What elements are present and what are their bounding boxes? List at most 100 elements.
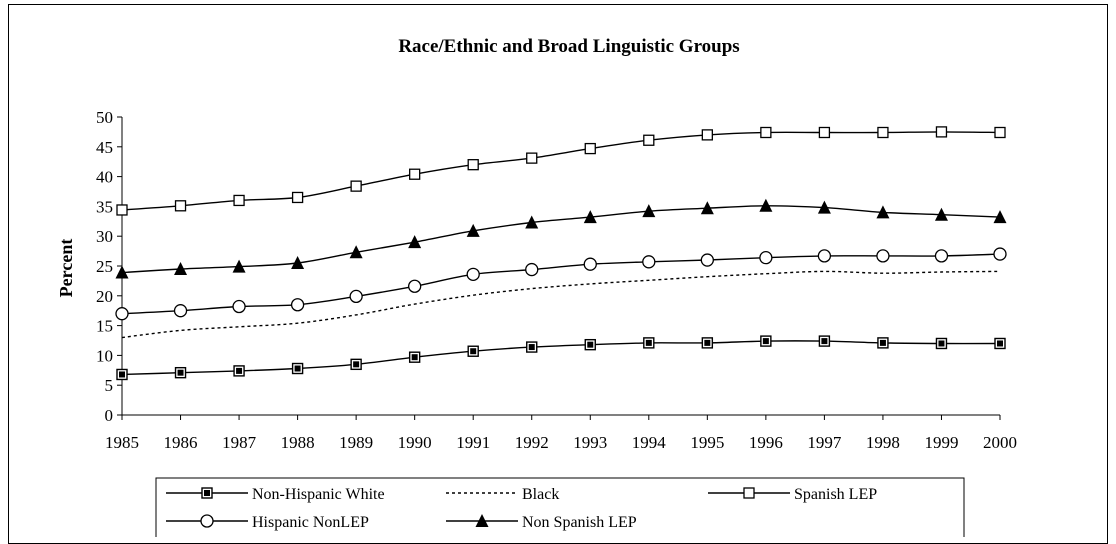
data-point-spanish-lep — [116, 204, 128, 216]
data-point-non-spanish-lep — [291, 256, 305, 270]
data-point-non-spanish-lep — [642, 204, 656, 218]
series-non-hispanic-white — [116, 335, 1006, 381]
y-axis-label: Percent — [56, 239, 76, 298]
y-tick-label: 25 — [96, 257, 113, 276]
legend-marker-non-spanish-lep — [475, 514, 489, 527]
x-tick-label: 1988 — [281, 433, 315, 452]
y-tick-label: 0 — [105, 406, 114, 425]
data-point-non-hispanic-white-fill — [470, 348, 477, 355]
data-point-spanish-lep — [467, 159, 479, 171]
series-line-non-hispanic-white — [121, 340, 1001, 376]
data-point-non-spanish-lep — [349, 245, 363, 259]
legend: Non-Hispanic White Black Spanish LEP Hispan… — [155, 477, 965, 537]
x-tick-label: 1995 — [690, 433, 724, 452]
data-point-hispanic-nonlep — [173, 304, 188, 318]
y-tick-label: 45 — [96, 138, 113, 157]
data-point-non-hispanic-white-fill — [821, 338, 828, 345]
data-point-spanish-lep — [174, 200, 187, 212]
series-spanish-lep — [116, 126, 1006, 216]
data-point-non-spanish-lep — [408, 235, 422, 249]
series-line-spanish-lep — [121, 131, 1001, 211]
data-point-non-spanish-lep — [232, 259, 246, 273]
data-point-non-spanish-lep — [583, 210, 597, 224]
data-point-hispanic-nonlep — [700, 253, 714, 267]
series-line-black — [121, 270, 1001, 339]
data-point-non-hispanic-white-fill — [938, 340, 945, 347]
legend-label-hispanic-nonlep: Hispanic NonLEP — [252, 514, 369, 531]
y-tick-label: 10 — [96, 346, 113, 365]
data-point-non-hispanic-white-fill — [762, 338, 769, 345]
x-tick-label: 1992 — [515, 433, 549, 452]
data-point-hispanic-nonlep — [525, 262, 539, 277]
y-tick-label: 50 — [96, 108, 113, 127]
x-tick-label: 1985 — [105, 433, 139, 452]
series-black — [121, 270, 1001, 339]
data-point-hispanic-nonlep — [583, 257, 597, 271]
chart-title: Race/Ethnic and Broad Linguistic Groups — [398, 36, 739, 57]
axes: 0 5 10 15 20 25 30 35 40 45 50 1985 1986 1987 1988 1989… — [96, 108, 1017, 452]
data-point-spanish-lep — [409, 168, 421, 180]
data-point-hispanic-nonlep — [466, 267, 480, 281]
data-point-hispanic-nonlep — [876, 249, 890, 263]
x-tick-label: 1987 — [222, 433, 257, 452]
data-point-hispanic-nonlep — [349, 289, 363, 304]
x-tick-label: 1994 — [632, 433, 667, 452]
data-point-spanish-lep — [935, 126, 948, 138]
data-point-non-hispanic-white-fill — [177, 369, 184, 376]
series-line-non-spanish-lep — [121, 205, 1001, 274]
data-point-non-hispanic-white-fill — [645, 339, 652, 346]
data-point-non-hispanic-white-fill — [294, 365, 301, 372]
data-point-hispanic-nonlep — [759, 251, 773, 265]
data-point-non-hispanic-white-fill — [411, 354, 418, 361]
legend-label-non-hispanic-white: Non-Hispanic White — [252, 486, 385, 503]
data-point-non-spanish-lep — [817, 200, 831, 214]
data-point-spanish-lep — [818, 126, 831, 139]
data-point-non-spanish-lep — [525, 215, 539, 229]
data-point-non-hispanic-white-fill — [879, 339, 886, 346]
x-tick-label: 1998 — [866, 433, 900, 452]
data-point-non-hispanic-white-fill — [236, 367, 243, 374]
data-point-spanish-lep — [643, 134, 655, 146]
x-tick-label: 1993 — [573, 433, 607, 452]
data-point-non-hispanic-white-fill — [997, 340, 1003, 347]
legend-label-spanish-lep: Spanish LEP — [794, 486, 877, 503]
data-point-non-hispanic-white-fill — [587, 341, 594, 348]
data-point-hispanic-nonlep — [408, 279, 422, 293]
series-non-spanish-lep — [115, 198, 1007, 279]
legend-marker-hispanic-nonlep — [200, 514, 214, 528]
data-point-non-spanish-lep — [115, 265, 129, 279]
legend-label-non-spanish-lep: Non Spanish LEP — [522, 514, 637, 531]
x-tick-label: 1990 — [398, 433, 432, 452]
data-point-non-spanish-lep — [174, 261, 188, 275]
data-point-hispanic-nonlep — [642, 255, 656, 269]
data-point-non-hispanic-white-fill — [704, 339, 711, 346]
data-point-spanish-lep — [760, 126, 772, 139]
x-tick-label: 1991 — [456, 433, 490, 452]
data-point-non-spanish-lep — [934, 207, 948, 221]
y-tick-label: 15 — [96, 317, 113, 336]
x-tick-label: 1986 — [164, 433, 198, 452]
x-tick-label: 1997 — [807, 433, 842, 452]
legend-marker-non-hispanic-white-fill — [204, 490, 210, 496]
data-point-spanish-lep — [526, 152, 538, 164]
data-point-spanish-lep — [350, 180, 362, 192]
y-tick-label: 35 — [96, 197, 113, 216]
data-point-non-hispanic-white-fill — [528, 344, 535, 351]
data-point-non-hispanic-white-fill — [353, 361, 360, 368]
data-point-spanish-lep — [701, 129, 713, 141]
data-point-hispanic-nonlep — [993, 247, 1007, 261]
data-point-hispanic-nonlep — [817, 249, 832, 263]
y-tick-label: 30 — [96, 227, 113, 246]
legend-marker-spanish-lep — [743, 487, 755, 499]
data-point-hispanic-nonlep — [232, 299, 246, 314]
data-point-spanish-lep — [877, 126, 889, 139]
data-point-non-spanish-lep — [466, 223, 480, 237]
data-point-non-spanish-lep — [759, 198, 773, 212]
data-point-spanish-lep — [291, 191, 304, 204]
data-point-non-spanish-lep — [993, 210, 1007, 224]
data-point-non-spanish-lep — [700, 201, 714, 215]
data-point-hispanic-nonlep — [115, 307, 129, 321]
data-point-hispanic-nonlep — [290, 298, 305, 312]
x-tick-label: 1996 — [749, 433, 783, 452]
